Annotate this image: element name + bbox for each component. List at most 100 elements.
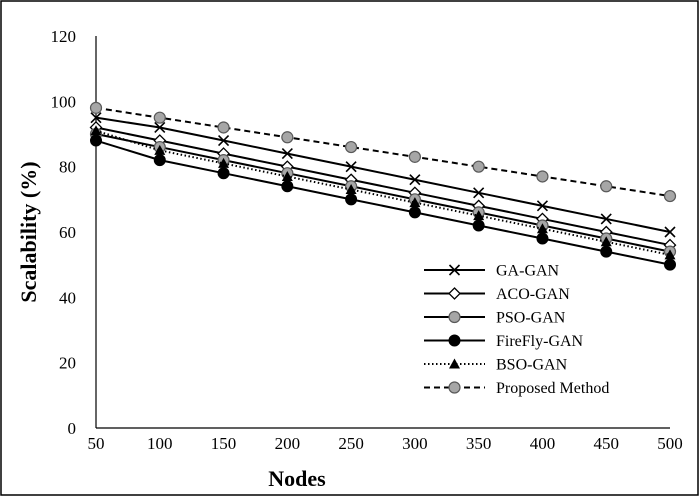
marker-shape bbox=[345, 184, 357, 195]
marker-shape bbox=[600, 245, 613, 258]
marker-shape bbox=[345, 193, 358, 206]
marker-shape bbox=[408, 206, 421, 219]
marker-shape bbox=[409, 197, 421, 208]
marker-shape bbox=[536, 223, 548, 234]
series-line bbox=[95, 116, 671, 233]
data-point bbox=[345, 161, 357, 173]
marker-shape bbox=[448, 334, 461, 347]
data-point bbox=[281, 180, 294, 193]
data-point bbox=[600, 213, 612, 225]
legend: GA-GAN ACO-GAN PSO-GAN FireFly-GAN BSO-GAN Pr… bbox=[424, 263, 609, 397]
marker-shape bbox=[154, 144, 166, 155]
legend-label: FireFly-GAN bbox=[496, 333, 584, 350]
legend-label: ACO-GAN bbox=[496, 286, 570, 303]
data-point bbox=[90, 125, 102, 136]
marker-shape bbox=[345, 140, 358, 154]
x-tick-label: 450 bbox=[593, 434, 619, 453]
series-bso-gan bbox=[90, 125, 676, 260]
marker-shape bbox=[89, 101, 103, 114]
data-point bbox=[536, 200, 549, 212]
marker-shape bbox=[472, 160, 485, 173]
y-tick-label: 100 bbox=[51, 92, 77, 111]
series-ga-gan bbox=[90, 112, 676, 238]
marker-shape bbox=[448, 381, 461, 394]
marker-shape bbox=[473, 210, 485, 221]
data-point bbox=[345, 193, 358, 206]
legend-label: PSO-GAN bbox=[496, 310, 566, 327]
marker-shape bbox=[90, 134, 102, 147]
data-point bbox=[345, 184, 357, 195]
marker-shape bbox=[664, 249, 676, 260]
data-point bbox=[408, 150, 421, 163]
x-tick-label: 400 bbox=[530, 434, 556, 453]
marker-shape bbox=[217, 121, 230, 134]
series-line bbox=[95, 133, 671, 253]
data-point bbox=[90, 112, 102, 124]
data-point bbox=[153, 111, 166, 124]
series-line bbox=[95, 139, 671, 266]
data-point bbox=[281, 148, 293, 160]
series-line bbox=[95, 106, 671, 198]
legend-label: Proposed Method bbox=[496, 380, 609, 397]
marker-stroke bbox=[409, 174, 421, 186]
series-layer bbox=[89, 101, 677, 271]
marker-shape bbox=[408, 150, 421, 163]
legend-item: BSO-GAN bbox=[424, 357, 568, 374]
data-point bbox=[154, 144, 166, 155]
marker-stroke bbox=[600, 213, 612, 225]
data-point bbox=[281, 170, 293, 181]
marker-shape bbox=[449, 358, 460, 369]
series-proposed-method bbox=[89, 101, 677, 203]
x-tick-label: 50 bbox=[88, 434, 105, 453]
marker-stroke bbox=[536, 200, 549, 212]
y-axis-title: Scalability (%) bbox=[16, 161, 41, 302]
marker-shape bbox=[600, 180, 613, 193]
data-point bbox=[664, 249, 676, 260]
y-tick-label: 60 bbox=[59, 223, 76, 242]
data-point bbox=[663, 189, 677, 203]
data-point bbox=[473, 210, 485, 221]
data-point bbox=[217, 121, 230, 134]
data-point bbox=[345, 140, 358, 154]
marker-shape bbox=[536, 232, 549, 245]
marker-shape bbox=[217, 167, 230, 180]
legend-item: PSO-GAN bbox=[424, 310, 566, 327]
marker-stroke bbox=[281, 148, 293, 160]
marker-shape bbox=[281, 180, 294, 193]
data-point bbox=[664, 258, 676, 271]
x-tick-label: 150 bbox=[211, 434, 237, 453]
marker-shape bbox=[663, 189, 677, 203]
y-tick-label: 40 bbox=[59, 288, 76, 307]
marker-shape bbox=[90, 125, 102, 136]
marker-shape bbox=[153, 111, 166, 124]
marker-stroke bbox=[664, 226, 676, 238]
marker-shape bbox=[536, 170, 549, 183]
x-tick-label: 500 bbox=[657, 434, 683, 453]
legend-swatch-marker bbox=[448, 310, 461, 324]
legend-swatch-marker bbox=[448, 334, 461, 347]
legend-swatch-marker bbox=[448, 381, 461, 394]
legend-item: ACO-GAN bbox=[424, 286, 570, 303]
data-point bbox=[472, 219, 485, 232]
marker-shape bbox=[448, 287, 461, 300]
marker-shape bbox=[664, 258, 676, 271]
marker-stroke bbox=[154, 121, 166, 134]
marker-shape bbox=[281, 170, 293, 181]
legend-swatch-marker bbox=[449, 358, 460, 369]
data-point bbox=[217, 134, 230, 147]
data-point bbox=[600, 245, 613, 258]
marker-shape bbox=[448, 310, 461, 324]
data-point bbox=[536, 170, 549, 183]
legend-item: GA-GAN bbox=[424, 263, 560, 280]
marker-shape bbox=[472, 219, 485, 232]
data-point bbox=[473, 187, 485, 199]
data-point bbox=[536, 232, 549, 245]
y-tick-label: 80 bbox=[59, 158, 76, 177]
marker-shape bbox=[600, 236, 612, 247]
legend-item: FireFly-GAN bbox=[424, 333, 584, 350]
series-line bbox=[95, 126, 671, 247]
marker-shape bbox=[153, 154, 166, 167]
